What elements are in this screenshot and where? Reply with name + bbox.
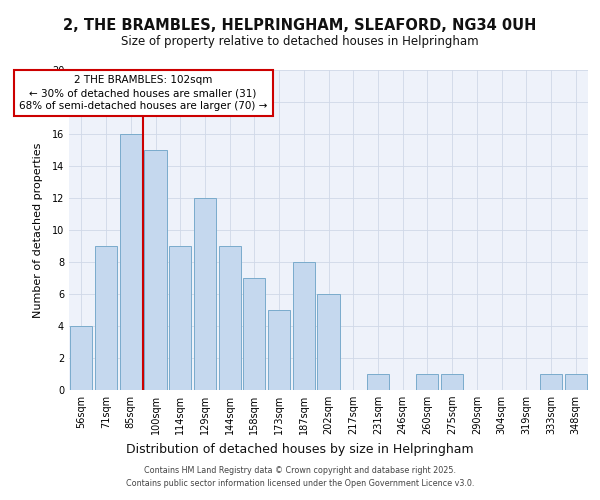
Text: 2 THE BRAMBLES: 102sqm
← 30% of detached houses are smaller (31)
68% of semi-det: 2 THE BRAMBLES: 102sqm ← 30% of detached… (19, 75, 268, 111)
Bar (70, 326, 92, 390)
Bar (243, 278, 265, 390)
Bar (145, 150, 167, 390)
Bar (268, 310, 290, 390)
Text: Contains HM Land Registry data © Crown copyright and database right 2025.
Contai: Contains HM Land Registry data © Crown c… (126, 466, 474, 487)
Bar (95, 246, 117, 390)
Bar (194, 198, 216, 390)
Text: 2, THE BRAMBLES, HELPRINGHAM, SLEAFORD, NG34 0UH: 2, THE BRAMBLES, HELPRINGHAM, SLEAFORD, … (64, 18, 536, 32)
Bar (218, 246, 241, 390)
Bar (169, 246, 191, 390)
Bar (565, 374, 587, 390)
Y-axis label: Number of detached properties: Number of detached properties (34, 142, 43, 318)
Text: Distribution of detached houses by size in Helpringham: Distribution of detached houses by size … (126, 442, 474, 456)
Bar (441, 374, 463, 390)
Bar (293, 262, 315, 390)
Text: Size of property relative to detached houses in Helpringham: Size of property relative to detached ho… (121, 35, 479, 48)
Bar (540, 374, 562, 390)
Bar (317, 294, 340, 390)
Bar (416, 374, 439, 390)
Bar (119, 134, 142, 390)
Bar (367, 374, 389, 390)
